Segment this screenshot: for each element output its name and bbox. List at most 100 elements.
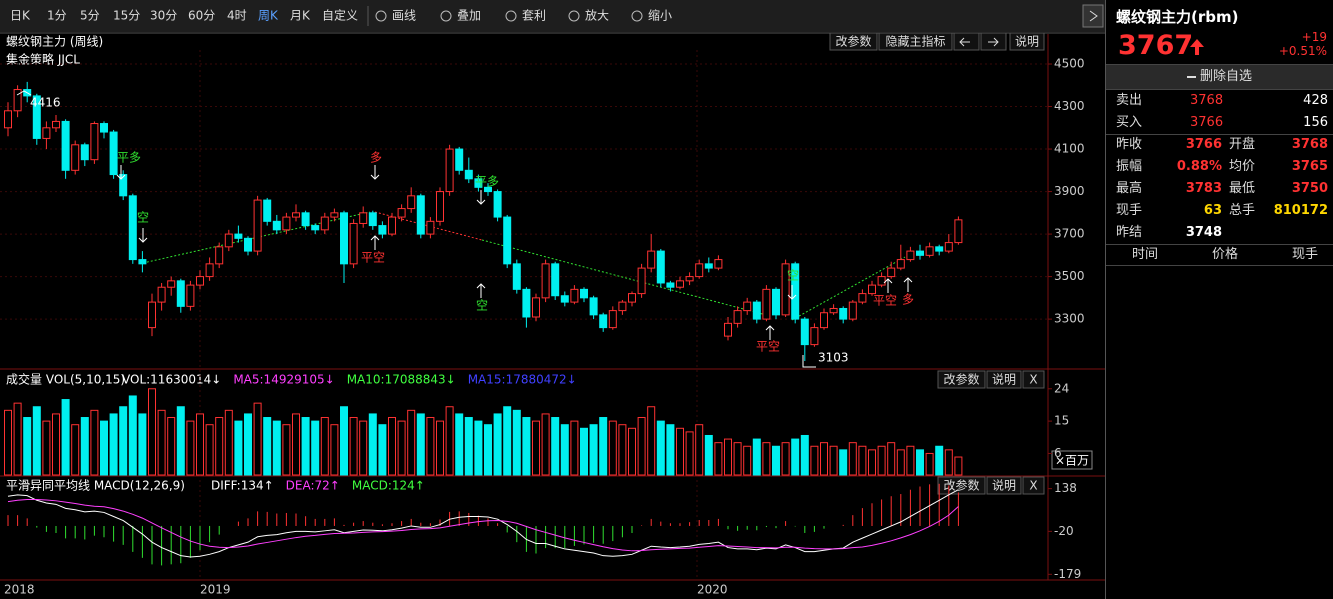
signal-trend	[791, 256, 906, 321]
volume-bar	[196, 413, 204, 476]
pane-button-label[interactable]: 说明	[992, 478, 1016, 493]
quote-volume: 428	[1303, 93, 1328, 108]
tool-icon	[440, 10, 452, 22]
pane-button[interactable]	[986, 370, 1022, 389]
candle-body	[196, 276, 204, 286]
pane-button[interactable]	[986, 476, 1022, 495]
volume-bar	[157, 409, 166, 476]
signal-arrow	[116, 165, 126, 180]
candle-body	[666, 282, 675, 288]
volume-bar	[407, 409, 416, 476]
divider	[1106, 134, 1333, 135]
candle-body	[138, 259, 147, 265]
candle-body	[656, 250, 665, 284]
candle-body	[589, 297, 598, 316]
y-tick-label: 6	[1054, 446, 1062, 460]
pane-button-label[interactable]: 隐藏主指标	[885, 34, 945, 49]
period-tab[interactable]: 5分	[80, 9, 100, 23]
candle-body	[637, 267, 646, 295]
candle-body	[455, 148, 464, 171]
candle-body	[445, 148, 454, 193]
candle-body	[752, 301, 761, 320]
candle-body	[292, 212, 300, 218]
pane-button[interactable]	[829, 32, 878, 51]
legend-entry: MA5:14929105↓	[233, 373, 334, 387]
period-tab[interactable]: 周K	[258, 9, 279, 23]
pane-button-label[interactable]: 改参数	[943, 478, 979, 493]
volume-bar	[551, 417, 560, 476]
candle-body	[839, 307, 848, 320]
volume-bar	[42, 420, 51, 476]
annotation: 3103	[818, 351, 849, 365]
volume-bar	[224, 409, 233, 476]
tool-button[interactable]: 放大	[585, 8, 609, 23]
period-tab[interactable]: 15分	[113, 9, 140, 23]
volume-bar	[23, 417, 32, 476]
pane-button[interactable]	[878, 32, 953, 51]
pane-button-label[interactable]: 说明	[1015, 34, 1039, 49]
volume-bar	[119, 406, 128, 476]
period-tab[interactable]: 60分	[188, 9, 215, 23]
tool-button[interactable]: 套利	[522, 9, 546, 23]
divider	[1106, 244, 1333, 245]
pane-button-label[interactable]: X	[1029, 479, 1037, 493]
volume-bar	[829, 445, 838, 476]
pane-button[interactable]	[1009, 32, 1045, 51]
candle-body	[685, 276, 694, 282]
volume-bar	[388, 417, 396, 476]
signal-trend	[481, 239, 771, 317]
annotation: 空	[137, 211, 149, 225]
tool-button[interactable]: 画线	[392, 9, 416, 23]
candle-body	[608, 310, 617, 329]
candle-body	[810, 327, 819, 346]
pane-button[interactable]	[937, 370, 986, 389]
tool-button[interactable]: 叠加	[457, 9, 481, 23]
high-marker	[16, 90, 32, 96]
period-tab[interactable]: 1分	[47, 9, 67, 23]
volume-bar	[272, 420, 281, 476]
volume-title: 成交量 VOL(5,10,15)	[6, 372, 125, 387]
volume-bar	[868, 449, 876, 476]
volume-bar	[311, 420, 320, 476]
remove-watch-button[interactable]: 删除自选	[1106, 64, 1333, 90]
candle-body	[762, 288, 771, 320]
volume-bar	[810, 445, 819, 476]
volume-bar	[52, 413, 60, 476]
legend-entry: MA10:17088843↓	[347, 373, 456, 387]
toolbar-next[interactable]	[1082, 4, 1104, 28]
button-label: 删除自选	[1199, 69, 1252, 84]
candle-body	[704, 263, 713, 269]
pane-button-label[interactable]: X	[1029, 373, 1037, 387]
y-tick-label: 15	[1054, 414, 1069, 428]
volume-bar	[330, 424, 339, 476]
pane-button[interactable]	[1022, 370, 1045, 389]
period-tab[interactable]: 日K	[10, 9, 31, 23]
volume-bar	[340, 406, 348, 476]
tool-button[interactable]: 缩小	[648, 8, 672, 23]
pane-button[interactable]	[937, 476, 986, 495]
pane-button-label[interactable]: 说明	[992, 372, 1016, 387]
candle-body	[42, 127, 51, 139]
period-tab[interactable]: 月K	[290, 9, 311, 23]
volume-bar	[148, 388, 156, 476]
volume-bar	[541, 413, 550, 476]
volume-bar	[4, 409, 12, 476]
annotation: 多	[370, 151, 382, 165]
period-tab[interactable]: 30分	[150, 9, 177, 23]
signal-arrow	[476, 283, 486, 298]
candle-body	[167, 280, 176, 288]
volume-bar	[906, 445, 915, 476]
volume-bar	[752, 438, 761, 476]
period-tab[interactable]: 自定义	[322, 8, 358, 23]
candle-body	[512, 263, 521, 290]
volume-bar	[637, 417, 646, 476]
candle-body	[4, 110, 12, 129]
pane-button-label[interactable]: 改参数	[835, 34, 871, 49]
period-tab[interactable]: 4时	[227, 9, 247, 23]
nav-arrow	[959, 37, 970, 47]
signal-arrow	[476, 190, 486, 205]
pane-button-label[interactable]: 改参数	[943, 372, 979, 387]
volume-bar	[215, 417, 224, 476]
pane-button[interactable]	[1022, 476, 1045, 495]
